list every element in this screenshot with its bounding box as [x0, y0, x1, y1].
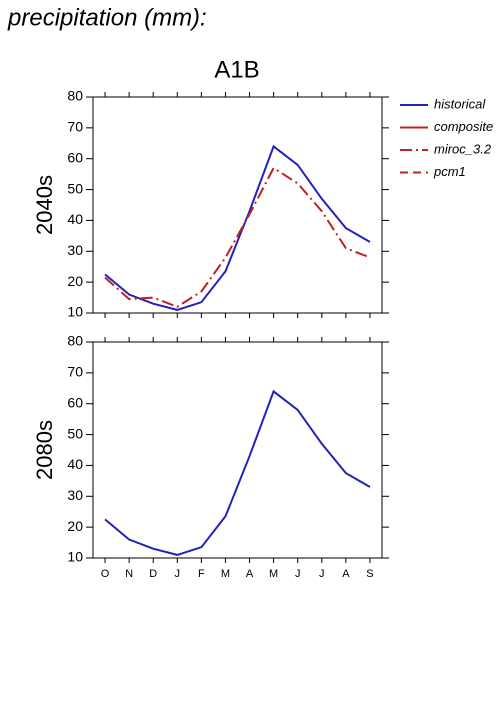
y-tick-label: 10 — [67, 549, 83, 565]
y-tick-label: 50 — [67, 180, 83, 196]
x-tick-label: J — [295, 568, 301, 580]
data-line — [104, 144, 371, 311]
y-tick-label: 30 — [67, 487, 83, 503]
data-line — [104, 166, 371, 308]
plot-frame — [92, 341, 383, 559]
legend-label: miroc_3.2 — [434, 141, 492, 156]
plot-frame — [92, 96, 383, 314]
x-tick-label: M — [221, 568, 230, 580]
y-tick-label: 50 — [67, 425, 83, 441]
y-tick-label: 20 — [67, 273, 83, 289]
x-tick-label: M — [269, 568, 278, 580]
data-line — [104, 389, 371, 556]
y-tick-label: 20 — [67, 518, 83, 534]
y-axis-label: 2080s — [32, 420, 57, 480]
y-tick-label: 60 — [67, 394, 83, 410]
y-tick-label: 60 — [67, 149, 83, 165]
x-tick-label: F — [198, 568, 205, 580]
page-title: precipitation (mm): — [7, 4, 207, 31]
y-tick-label: 80 — [67, 333, 83, 349]
y-tick-label: 70 — [67, 364, 83, 380]
y-tick-label: 70 — [67, 119, 83, 135]
x-tick-label: N — [125, 568, 133, 580]
legend-label: composite — [434, 119, 493, 134]
y-tick-label: 80 — [67, 88, 83, 104]
x-tick-label: S — [366, 568, 373, 580]
y-tick-label: 30 — [67, 242, 83, 258]
legend-label: historical — [434, 96, 486, 111]
y-tick-label: 10 — [67, 304, 83, 320]
y-axis-label: 2040s — [32, 175, 57, 235]
y-tick-label: 40 — [67, 456, 83, 472]
x-tick-label: O — [101, 568, 110, 580]
x-tick-label: J — [175, 568, 181, 580]
chart-title: A1B — [214, 56, 259, 83]
x-tick-label: J — [319, 568, 325, 580]
x-tick-label: A — [246, 568, 254, 580]
legend-label: pcm1 — [433, 164, 466, 179]
y-tick-label: 40 — [67, 211, 83, 227]
x-tick-label: D — [149, 568, 157, 580]
x-tick-label: A — [342, 568, 350, 580]
